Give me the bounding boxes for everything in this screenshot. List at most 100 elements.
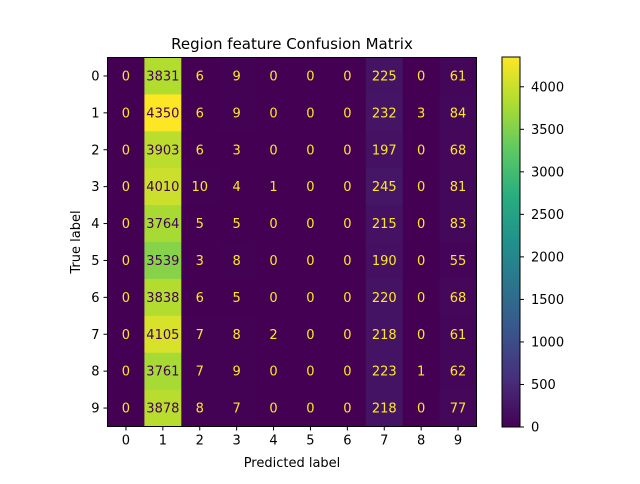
- cell-value-label: 215: [372, 217, 397, 232]
- cell-value-label: 0: [306, 402, 314, 417]
- cell-value-label: 10: [191, 180, 208, 195]
- cell-value-label: 3: [233, 143, 241, 158]
- cell-value-label: 0: [417, 217, 425, 232]
- x-tick-label: 6: [343, 434, 351, 449]
- heatmap-cell: [107, 352, 145, 391]
- cell-value-label: 0: [306, 106, 314, 121]
- heatmap-cell: [365, 57, 404, 95]
- x-tick-label: 3: [233, 434, 241, 449]
- heatmap-cell: [402, 57, 441, 95]
- cell-value-label: 197: [372, 143, 397, 158]
- cell-value-label: 2: [269, 328, 277, 343]
- cell-value-label: 0: [269, 143, 277, 158]
- heatmap-cell: [107, 131, 145, 169]
- cell-value-label: 0: [122, 402, 130, 417]
- x-tick-label: 9: [454, 434, 462, 449]
- cell-value-label: 5: [196, 217, 204, 232]
- cell-value-label: 0: [122, 254, 130, 269]
- cell-value-label: 4: [233, 180, 241, 195]
- heatmap-cell: [181, 389, 219, 427]
- cell-value-label: 0: [269, 291, 277, 306]
- cell-value-label: 0: [306, 291, 314, 306]
- cell-value-label: 3: [196, 254, 204, 269]
- colorbar-tick-label: 1000: [531, 335, 564, 350]
- cell-value-label: 0: [122, 69, 130, 84]
- heatmap-cell: [181, 352, 219, 391]
- heatmap-cell: [255, 389, 293, 427]
- colorbar-ticks: 0 500 1000 1500 2000 2500 3000 3500 4000: [520, 80, 564, 436]
- cell-value-label: 190: [372, 254, 397, 269]
- heatmap-cell: [144, 352, 182, 391]
- heatmap-cell: [144, 278, 182, 317]
- heatmap-cell: [402, 168, 441, 206]
- y-tick-label: 5: [91, 254, 99, 269]
- cell-value-label: 0: [306, 180, 314, 195]
- cell-value-label: 3831: [146, 69, 179, 84]
- cell-value-label: 7: [196, 328, 204, 343]
- heatmap-cell: [365, 352, 404, 391]
- heatmap-cell: [328, 352, 367, 391]
- cell-value-label: 0: [343, 217, 351, 232]
- cell-value-label: 5: [233, 291, 241, 306]
- cell-value-label: 0: [269, 402, 277, 417]
- cell-value-label: 3761: [146, 365, 179, 380]
- cell-value-label: 0: [306, 217, 314, 232]
- cell-value-label: 0: [122, 365, 130, 380]
- heatmap-cell: [107, 94, 145, 132]
- heatmap-cell: [292, 168, 330, 206]
- cell-value-label: 0: [343, 291, 351, 306]
- colorbar-tick-label: 3000: [531, 165, 564, 180]
- colorbar-tick-label: 3500: [531, 123, 564, 138]
- heatmap-cell: [144, 205, 182, 243]
- cell-value-label: 218: [372, 328, 397, 343]
- cell-value-label: 55: [450, 254, 467, 269]
- heatmap-cell: [107, 205, 145, 243]
- cell-value-label: 0: [122, 143, 130, 158]
- cell-value-label: 4010: [146, 180, 179, 195]
- heatmap-cell: [107, 242, 145, 280]
- cell-value-label: 6: [196, 143, 204, 158]
- heatmap-cell: [402, 131, 441, 169]
- x-axis-ticks: 0 1 2 3 4 5 6 7 8 9: [122, 426, 462, 449]
- heatmap-cell: [107, 278, 145, 317]
- cell-value-label: 62: [450, 365, 467, 380]
- x-tick-label: 1: [159, 434, 167, 449]
- heatmap-cell: [218, 315, 256, 354]
- cell-value-label: 1: [269, 180, 277, 195]
- heatmap-cell: [439, 242, 477, 280]
- cell-value-label: 0: [122, 328, 130, 343]
- cell-value-label: 0: [306, 328, 314, 343]
- cell-value-label: 0: [343, 254, 351, 269]
- cell-value-label: 0: [269, 254, 277, 269]
- x-tick-label: 0: [122, 434, 130, 449]
- heatmap-cell: [292, 278, 330, 317]
- heatmap-cell: [365, 131, 404, 169]
- heatmap-cell: [439, 352, 477, 391]
- heatmap-cell: [144, 389, 182, 427]
- cell-value-label: 5: [233, 217, 241, 232]
- cell-value-label: 9: [233, 69, 241, 84]
- cell-value-label: 0: [343, 106, 351, 121]
- x-axis-label: Predicted label: [244, 456, 341, 471]
- heatmap-cell: [255, 168, 293, 206]
- colorbar-tick-label: 0: [531, 421, 539, 436]
- heatmap-cell: [255, 278, 293, 317]
- x-tick-label: 2: [196, 434, 204, 449]
- cell-value-label: 4350: [146, 106, 179, 121]
- heatmap-cell: [328, 168, 367, 206]
- heatmap-cell: [181, 94, 219, 132]
- heatmap-cells: [107, 57, 477, 427]
- x-tick-label: 8: [417, 434, 425, 449]
- y-tick-label: 1: [91, 106, 99, 121]
- heatmap-cell: [365, 205, 404, 243]
- heatmap-cell: [365, 389, 404, 427]
- cell-value-label: 61: [450, 69, 467, 84]
- cell-value-label: 0: [343, 143, 351, 158]
- x-tick-label: 4: [269, 434, 277, 449]
- cell-value-label: 0: [269, 365, 277, 380]
- y-axis-label: True label: [69, 210, 84, 274]
- heatmap-cell: [365, 278, 404, 317]
- cell-value-label: 68: [450, 291, 467, 306]
- heatmap-cell: [328, 57, 367, 95]
